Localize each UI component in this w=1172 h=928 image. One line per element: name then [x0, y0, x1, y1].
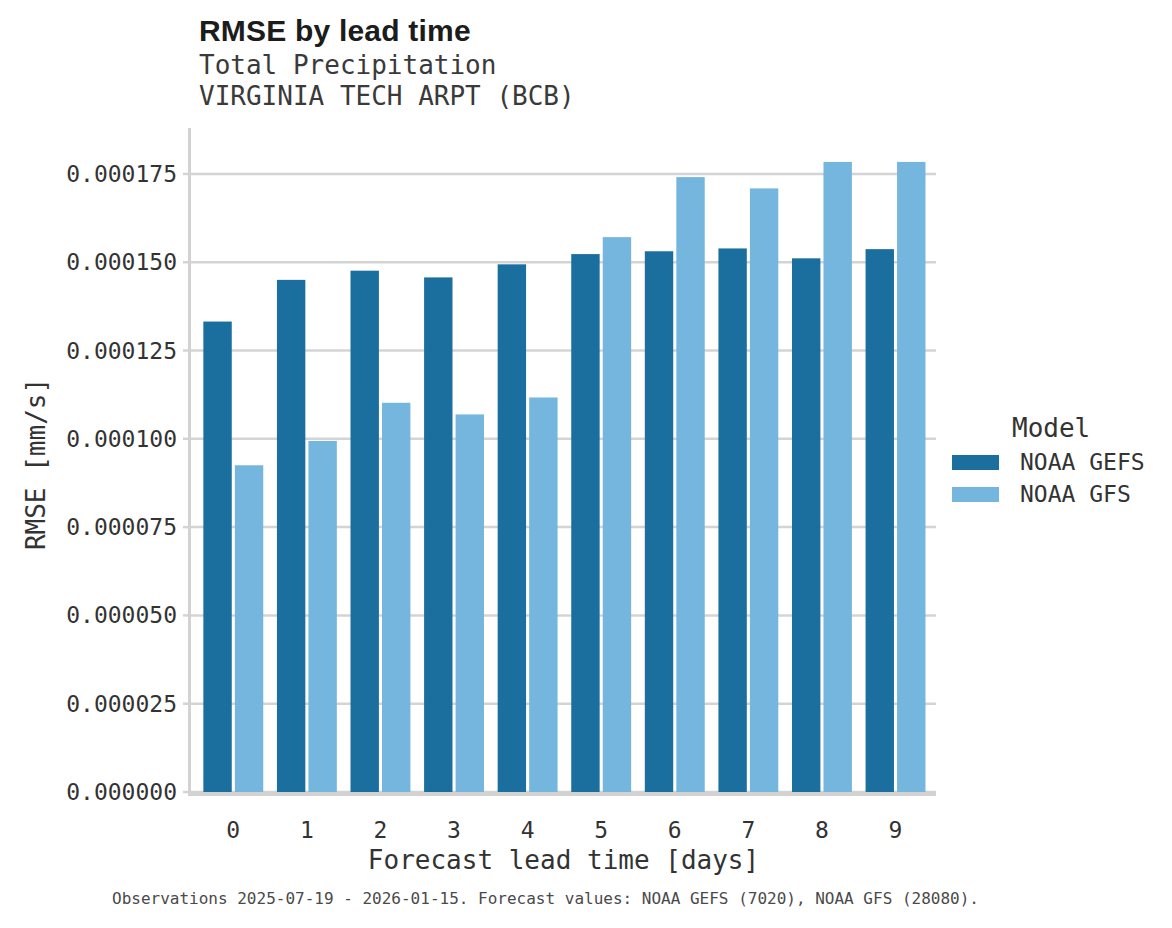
y-tick-label: 0.000050 — [66, 602, 177, 628]
bar-noaa-gfs-day-8 — [823, 162, 851, 792]
y-tick-label: 0.000175 — [66, 161, 177, 187]
bar-noaa-gefs-day-4 — [498, 264, 526, 792]
bar-noaa-gfs-day-0 — [235, 465, 263, 792]
figure-caption: Observations 2025-07-19 - 2026-01-15. Fo… — [112, 889, 979, 908]
bar-noaa-gefs-day-8 — [792, 258, 820, 792]
legend-swatch-noaa-gefs — [952, 455, 999, 470]
bar-noaa-gfs-day-9 — [897, 162, 925, 792]
bar-noaa-gefs-day-7 — [718, 248, 746, 792]
x-tick-label: 9 — [889, 817, 903, 843]
bar-noaa-gfs-day-2 — [382, 403, 410, 792]
x-tick-label: 3 — [447, 817, 461, 843]
y-axis-spine — [188, 128, 191, 796]
bar-noaa-gfs-day-4 — [529, 397, 557, 792]
legend-label-noaa-gefs: NOAA GEFS — [1020, 455, 1145, 470]
x-axis-spine — [188, 792, 936, 796]
legend-item-noaa-gfs: NOAA GFS — [952, 487, 1162, 502]
legend-title: Model — [1012, 413, 1162, 443]
bar-noaa-gefs-day-3 — [424, 277, 452, 792]
bar-noaa-gefs-day-6 — [645, 251, 673, 792]
x-tick-label: 2 — [374, 817, 388, 843]
legend-label-noaa-gfs: NOAA GFS — [1020, 487, 1131, 502]
legend-item-noaa-gefs: NOAA GEFS — [952, 455, 1162, 470]
bar-noaa-gfs-day-1 — [308, 441, 336, 792]
y-tick-label: 0.000100 — [66, 426, 177, 452]
bar-noaa-gfs-day-7 — [750, 188, 778, 792]
bar-noaa-gfs-day-5 — [603, 237, 631, 792]
x-tick-label: 4 — [521, 817, 535, 843]
bar-noaa-gfs-day-3 — [456, 414, 484, 792]
y-tick-label: 0.000125 — [66, 338, 177, 364]
bar-noaa-gefs-day-5 — [571, 254, 599, 792]
x-tick-label: 7 — [741, 817, 755, 843]
rmse-bar-chart-figure: RMSE by lead time Total Precipitation VI… — [0, 0, 1172, 928]
y-tick-label: 0.000075 — [66, 514, 177, 540]
bar-noaa-gfs-day-6 — [676, 177, 704, 792]
x-tick-label: 8 — [815, 817, 829, 843]
y-tick-label: 0.000150 — [66, 249, 177, 275]
y-tick-label: 0.000025 — [66, 691, 177, 717]
bar-noaa-gefs-day-1 — [277, 280, 305, 792]
legend: Model NOAA GEFS NOAA GFS — [952, 413, 1162, 519]
x-tick-label: 6 — [668, 817, 682, 843]
legend-swatch-noaa-gfs — [952, 487, 999, 502]
x-tick-label: 0 — [226, 817, 240, 843]
x-tick-label: 1 — [300, 817, 314, 843]
x-axis-label: Forecast lead time [days] — [191, 845, 936, 875]
bar-noaa-gefs-day-9 — [866, 249, 894, 792]
y-axis-label: RMSE [mm/s] — [21, 378, 51, 550]
bar-noaa-gefs-day-0 — [203, 322, 231, 792]
bar-noaa-gefs-day-2 — [351, 271, 379, 792]
x-tick-label: 5 — [594, 817, 608, 843]
y-tick-label: 0.000000 — [66, 779, 177, 805]
